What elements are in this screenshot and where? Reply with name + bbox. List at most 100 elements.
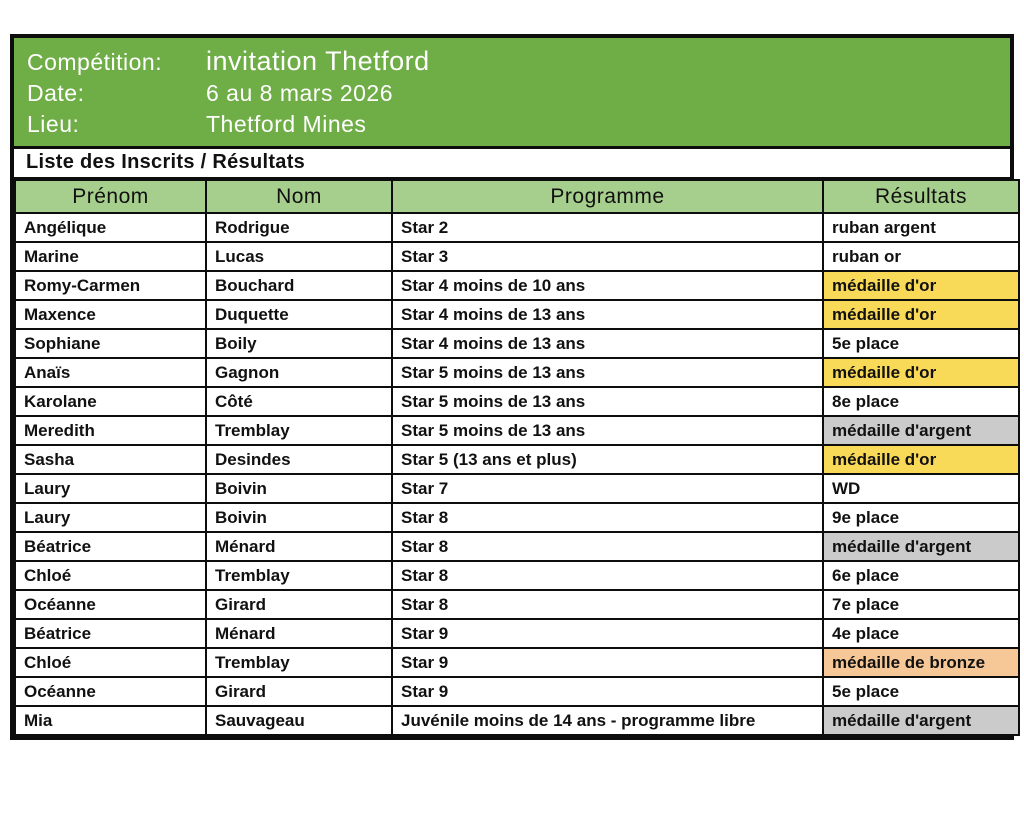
lieu-label: Lieu: xyxy=(27,111,80,137)
cell-resultat: 8e place xyxy=(822,386,1020,417)
cell-prenom: Béatrice xyxy=(14,531,207,562)
cell-programme: Star 5 (13 ans et plus) xyxy=(391,444,824,475)
competition-value: invitation Thetford xyxy=(206,46,430,76)
cell-resultat: médaille d'or xyxy=(822,270,1020,301)
cell-resultat: 5e place xyxy=(822,328,1020,359)
table-row: Romy-Carmen Bouchard Star 4 moins de 10 … xyxy=(14,270,1020,301)
cell-programme: Star 2 xyxy=(391,212,824,243)
cell-prenom: Océanne xyxy=(14,589,207,620)
cell-nom: Ménard xyxy=(205,618,393,649)
cell-resultat: 4e place xyxy=(822,618,1020,649)
cell-programme: Star 4 moins de 10 ans xyxy=(391,270,824,301)
table-row: Maxence Duquette Star 4 moins de 13 ans … xyxy=(14,299,1020,330)
table-row: Anaïs Gagnon Star 5 moins de 13 ans méda… xyxy=(14,357,1020,388)
cell-prenom: Chloé xyxy=(14,560,207,591)
cell-prenom: Marine xyxy=(14,241,207,272)
cell-programme: Juvénile moins de 14 ans - programme lib… xyxy=(391,705,824,736)
results-sheet: Compétition: invitation Thetford Date: 6… xyxy=(10,34,1020,740)
column-header-nom: Nom xyxy=(205,179,393,214)
table-row: Angélique Rodrigue Star 2 ruban argent xyxy=(14,212,1020,243)
cell-nom: Ménard xyxy=(205,531,393,562)
cell-resultat: 5e place xyxy=(822,676,1020,707)
cell-prenom: Karolane xyxy=(14,386,207,417)
cell-programme: Star 9 xyxy=(391,676,824,707)
cell-nom: Boivin xyxy=(205,502,393,533)
table-row: Chloé Tremblay Star 8 6e place xyxy=(14,560,1020,591)
cell-programme: Star 3 xyxy=(391,241,824,272)
table-header-row: Prénom Nom Programme Résultats xyxy=(14,179,1020,214)
cell-nom: Boily xyxy=(205,328,393,359)
date-value: 6 au 8 mars 2026 xyxy=(206,80,394,106)
cell-nom: Gagnon xyxy=(205,357,393,388)
cell-resultat: 7e place xyxy=(822,589,1020,620)
cell-prenom: Laury xyxy=(14,502,207,533)
table-row: Sasha Desindes Star 5 (13 ans et plus) m… xyxy=(14,444,1020,475)
cell-programme: Star 5 moins de 13 ans xyxy=(391,386,824,417)
cell-prenom: Angélique xyxy=(14,212,207,243)
cell-nom: Tremblay xyxy=(205,560,393,591)
table-row: Marine Lucas Star 3 ruban or xyxy=(14,241,1020,272)
cell-prenom: Béatrice xyxy=(14,618,207,649)
column-header-programme: Programme xyxy=(391,179,824,214)
competition-row: Compétition: invitation Thetford xyxy=(14,46,1010,78)
cell-resultat: 9e place xyxy=(822,502,1020,533)
cell-nom: Sauvageau xyxy=(205,705,393,736)
table-row: Béatrice Ménard Star 8 médaille d'argent xyxy=(14,531,1020,562)
table-row: Sophiane Boily Star 4 moins de 13 ans 5e… xyxy=(14,328,1020,359)
table-row: Laury Boivin Star 8 9e place xyxy=(14,502,1020,533)
section-title: Liste des Inscrits / Résultats xyxy=(14,146,1010,179)
cell-prenom: Océanne xyxy=(14,676,207,707)
cell-resultat: médaille d'argent xyxy=(822,531,1020,562)
cell-programme: Star 8 xyxy=(391,589,824,620)
cell-programme: Star 4 moins de 13 ans xyxy=(391,328,824,359)
date-label: Date: xyxy=(27,80,85,106)
cell-resultat: ruban argent xyxy=(822,212,1020,243)
results-table-body: Angélique Rodrigue Star 2 ruban argent M… xyxy=(14,212,1020,736)
cell-resultat: ruban or xyxy=(822,241,1020,272)
column-header-resultats: Résultats xyxy=(822,179,1020,214)
cell-resultat: WD xyxy=(822,473,1020,504)
table-row: Meredith Tremblay Star 5 moins de 13 ans… xyxy=(14,415,1020,446)
lieu-value: Thetford Mines xyxy=(206,111,367,137)
cell-prenom: Chloé xyxy=(14,647,207,678)
cell-nom: Girard xyxy=(205,676,393,707)
cell-nom: Desindes xyxy=(205,444,393,475)
cell-prenom: Maxence xyxy=(14,299,207,330)
cell-nom: Tremblay xyxy=(205,415,393,446)
table-row: Océanne Girard Star 9 5e place xyxy=(14,676,1020,707)
date-row: Date: 6 au 8 mars 2026 xyxy=(14,78,1010,109)
cell-nom: Boivin xyxy=(205,473,393,504)
cell-resultat: médaille d'argent xyxy=(822,415,1020,446)
results-table: Prénom Nom Programme Résultats Angélique… xyxy=(14,179,1020,736)
cell-resultat: médaille d'or xyxy=(822,444,1020,475)
cell-programme: Star 5 moins de 13 ans xyxy=(391,357,824,388)
cell-prenom: Laury xyxy=(14,473,207,504)
cell-programme: Star 8 xyxy=(391,560,824,591)
cell-resultat: médaille d'argent xyxy=(822,705,1020,736)
table-row: Océanne Girard Star 8 7e place xyxy=(14,589,1020,620)
cell-programme: Star 8 xyxy=(391,502,824,533)
cell-nom: Girard xyxy=(205,589,393,620)
cell-resultat: médaille d'or xyxy=(822,299,1020,330)
cell-nom: Duquette xyxy=(205,299,393,330)
cell-resultat: médaille de bronze xyxy=(822,647,1020,678)
cell-prenom: Anaïs xyxy=(14,357,207,388)
table-row: Chloé Tremblay Star 9 médaille de bronze xyxy=(14,647,1020,678)
table-row: Karolane Côté Star 5 moins de 13 ans 8e … xyxy=(14,386,1020,417)
cell-programme: Star 9 xyxy=(391,647,824,678)
column-header-prenom: Prénom xyxy=(14,179,207,214)
cell-resultat: médaille d'or xyxy=(822,357,1020,388)
table-row: Béatrice Ménard Star 9 4e place xyxy=(14,618,1020,649)
cell-programme: Star 8 xyxy=(391,531,824,562)
cell-nom: Tremblay xyxy=(205,647,393,678)
cell-prenom: Mia xyxy=(14,705,207,736)
cell-prenom: Sophiane xyxy=(14,328,207,359)
cell-programme: Star 4 moins de 13 ans xyxy=(391,299,824,330)
lieu-row: Lieu: Thetford Mines xyxy=(14,109,1010,140)
competition-header: Compétition: invitation Thetford Date: 6… xyxy=(14,38,1010,146)
cell-prenom: Meredith xyxy=(14,415,207,446)
cell-nom: Rodrigue xyxy=(205,212,393,243)
table-row: Laury Boivin Star 7 WD xyxy=(14,473,1020,504)
cell-prenom: Romy-Carmen xyxy=(14,270,207,301)
cell-programme: Star 5 moins de 13 ans xyxy=(391,415,824,446)
